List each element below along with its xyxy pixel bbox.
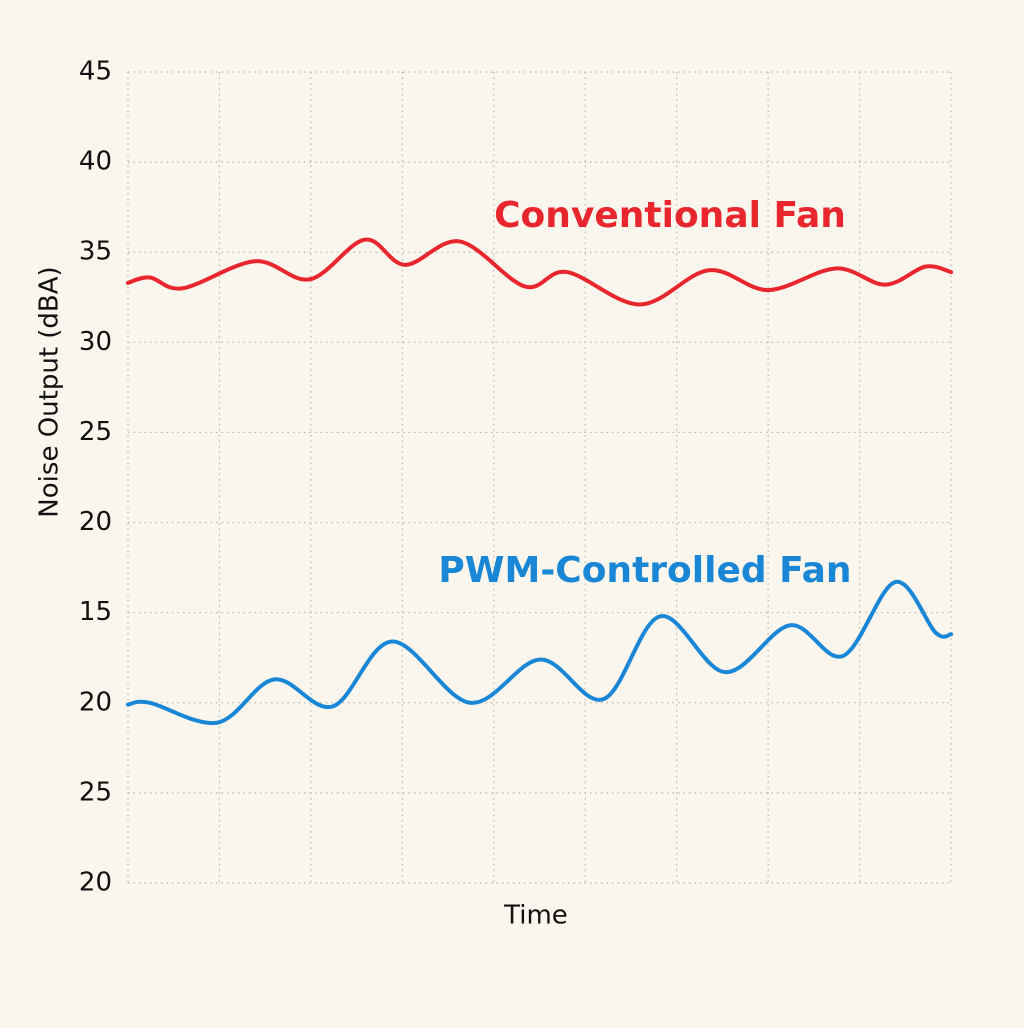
y-axis-label: Noise Output (dBA) [35, 266, 65, 517]
y-tick-label: 25 [79, 417, 112, 447]
y-tick-label: 20 [79, 507, 112, 537]
y-tick-label: 40 [79, 147, 112, 177]
series-line [126, 580, 953, 726]
x-axis-label: Time [503, 901, 568, 931]
series-label: Conventional Fan [494, 195, 846, 236]
y-tick-label: 25 [79, 777, 112, 807]
y-tick-label: 30 [79, 327, 112, 357]
y-tick-label: 20 [79, 687, 112, 717]
y-tick-label: 35 [79, 237, 112, 267]
y-tick-label: 15 [79, 597, 112, 627]
y-tick-label: 45 [79, 57, 112, 87]
series-line [126, 237, 953, 307]
y-tick-label: 20 [79, 868, 112, 898]
series-label: PWM-Controlled Fan [438, 550, 851, 591]
